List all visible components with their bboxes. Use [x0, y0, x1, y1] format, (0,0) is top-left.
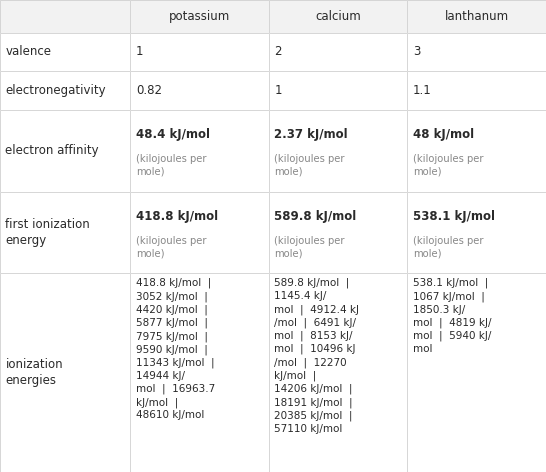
Text: 2: 2: [275, 45, 282, 59]
Text: 538.1 kJ/mol: 538.1 kJ/mol: [413, 210, 495, 223]
Bar: [0, 33, 130, 71]
Bar: [0, 0, 130, 33]
Bar: [269, 71, 407, 110]
Bar: [0, 273, 130, 472]
Bar: [0, 110, 130, 192]
Bar: [269, 273, 407, 472]
Bar: [130, 0, 269, 33]
Text: 418.8 kJ/mol: 418.8 kJ/mol: [136, 210, 218, 223]
Text: electron affinity: electron affinity: [5, 144, 99, 157]
Text: potassium: potassium: [169, 10, 230, 23]
Bar: [269, 71, 407, 110]
Bar: [407, 192, 546, 273]
Bar: [407, 71, 546, 110]
Bar: [130, 33, 269, 71]
Bar: [407, 192, 546, 273]
Bar: [269, 33, 407, 71]
Text: electronegativity: electronegativity: [5, 84, 106, 97]
Bar: [269, 33, 407, 71]
Bar: [0, 0, 130, 33]
Text: 1.1: 1.1: [413, 84, 432, 97]
Bar: [407, 0, 546, 33]
Bar: [130, 110, 269, 192]
Text: valence: valence: [5, 45, 51, 59]
Text: 1: 1: [275, 84, 282, 97]
Text: lanthanum: lanthanum: [444, 10, 509, 23]
Bar: [0, 71, 130, 110]
Text: 1: 1: [136, 45, 144, 59]
Bar: [0, 192, 130, 273]
Text: 589.8 kJ/mol  |
1145.4 kJ/
mol  |  4912.4 kJ
/mol  |  6491 kJ/
mol  |  8153 kJ/
: 589.8 kJ/mol | 1145.4 kJ/ mol | 4912.4 k…: [275, 278, 359, 434]
Bar: [269, 0, 407, 33]
Bar: [130, 0, 269, 33]
Bar: [269, 110, 407, 192]
Text: 3: 3: [413, 45, 420, 59]
Text: (kilojoules per
mole): (kilojoules per mole): [275, 236, 345, 258]
Bar: [0, 110, 130, 192]
Bar: [269, 192, 407, 273]
Text: first ionization
energy: first ionization energy: [5, 218, 90, 247]
Bar: [130, 110, 269, 192]
Text: calcium: calcium: [316, 10, 361, 23]
Bar: [407, 0, 546, 33]
Bar: [407, 33, 546, 71]
Bar: [269, 110, 407, 192]
Bar: [269, 192, 407, 273]
Bar: [269, 0, 407, 33]
Bar: [407, 273, 546, 472]
Bar: [130, 273, 269, 472]
Bar: [407, 71, 546, 110]
Text: (kilojoules per
mole): (kilojoules per mole): [136, 154, 206, 177]
Bar: [0, 71, 130, 110]
Bar: [130, 71, 269, 110]
Bar: [0, 273, 130, 472]
Text: 589.8 kJ/mol: 589.8 kJ/mol: [275, 210, 357, 223]
Bar: [130, 192, 269, 273]
Bar: [130, 71, 269, 110]
Text: 2.37 kJ/mol: 2.37 kJ/mol: [275, 128, 348, 141]
Bar: [407, 110, 546, 192]
Bar: [407, 110, 546, 192]
Bar: [0, 33, 130, 71]
Text: (kilojoules per
mole): (kilojoules per mole): [413, 154, 483, 177]
Text: 48.4 kJ/mol: 48.4 kJ/mol: [136, 128, 210, 141]
Text: 0.82: 0.82: [136, 84, 162, 97]
Bar: [269, 273, 407, 472]
Bar: [407, 33, 546, 71]
Text: 48 kJ/mol: 48 kJ/mol: [413, 128, 474, 141]
Text: 418.8 kJ/mol  |
3052 kJ/mol  |
4420 kJ/mol  |
5877 kJ/mol  |
7975 kJ/mol  |
9590: 418.8 kJ/mol | 3052 kJ/mol | 4420 kJ/mol…: [136, 278, 215, 421]
Text: (kilojoules per
mole): (kilojoules per mole): [275, 154, 345, 177]
Bar: [0, 192, 130, 273]
Bar: [407, 273, 546, 472]
Bar: [130, 33, 269, 71]
Text: (kilojoules per
mole): (kilojoules per mole): [136, 236, 206, 258]
Bar: [130, 273, 269, 472]
Bar: [130, 192, 269, 273]
Text: ionization
energies: ionization energies: [5, 358, 63, 387]
Text: (kilojoules per
mole): (kilojoules per mole): [413, 236, 483, 258]
Text: 538.1 kJ/mol  |
1067 kJ/mol  |
1850.3 kJ/
mol  |  4819 kJ/
mol  |  5940 kJ/
mol: 538.1 kJ/mol | 1067 kJ/mol | 1850.3 kJ/ …: [413, 278, 491, 354]
